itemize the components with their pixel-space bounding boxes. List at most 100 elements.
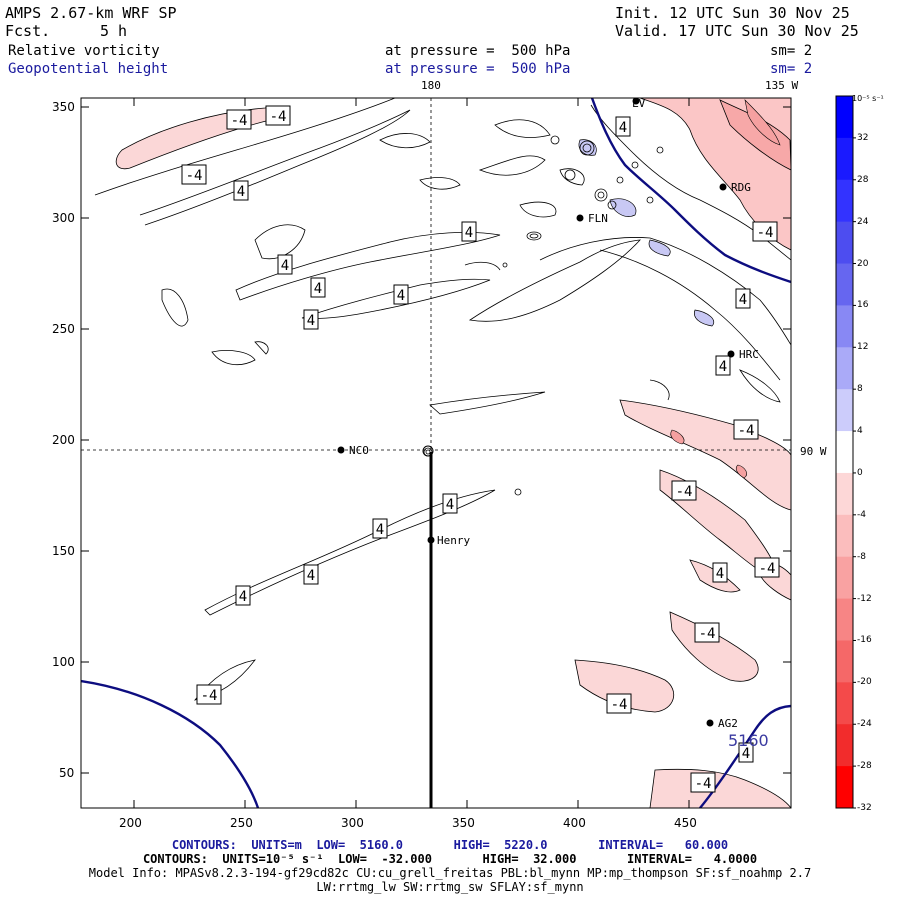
svg-text:Henry: Henry <box>437 534 470 547</box>
colorbar-label: -12 <box>857 593 872 604</box>
height-contour-label: 5160 <box>728 731 769 750</box>
colorbar-label: 4 <box>857 426 863 437</box>
contour-label-positive: 4 <box>461 221 477 242</box>
y-tick-150: 150 <box>52 544 75 558</box>
svg-text:4: 4 <box>239 589 247 605</box>
y-tick-350: 350 <box>52 100 75 114</box>
svg-text:4: 4 <box>397 288 405 304</box>
contour-label-positive: 4 <box>303 309 319 330</box>
field2-label: Geopotential height <box>8 61 169 77</box>
x-tick-350: 350 <box>452 816 475 830</box>
colorbar-swatch <box>836 514 853 558</box>
svg-text:-4: -4 <box>676 484 693 500</box>
contour-label-negative: -4 <box>226 109 252 130</box>
colorbar <box>835 95 856 809</box>
colorbar-swatch <box>836 96 853 139</box>
sm1-label: sm= 2 <box>770 43 813 59</box>
svg-text:4: 4 <box>281 258 289 274</box>
positive-vorticity-areas <box>578 139 715 327</box>
contour-label-negative: -4 <box>754 557 780 578</box>
svg-text:RDG: RDG <box>731 181 751 194</box>
contour-label-positive: 4 <box>393 284 409 305</box>
svg-text:-4: -4 <box>611 697 628 713</box>
svg-text:4: 4 <box>446 497 454 513</box>
x-tick-200: 200 <box>119 816 142 830</box>
colorbar-swatch <box>836 766 853 809</box>
footer-vorticity-contours: CONTOURS: UNITS=10⁻⁵ s⁻¹ LOW= -32.000 HI… <box>142 852 758 866</box>
station-henry: Henry <box>427 534 470 547</box>
colorbar-swatch <box>836 598 853 641</box>
svg-text:LV: LV <box>632 97 646 110</box>
contour-label-positive: 4 <box>303 564 319 585</box>
contour-label-negative: -4 <box>265 105 291 126</box>
origin-marker <box>422 445 434 457</box>
x-tick-250: 250 <box>230 816 253 830</box>
colorbar-swatch <box>836 221 853 265</box>
colorbar-swatch <box>836 179 853 223</box>
contour-label-positive: 4 <box>277 254 293 275</box>
pressure1-label: at pressure = 500 hPa <box>385 43 571 59</box>
svg-text:AG2: AG2 <box>718 717 738 730</box>
svg-text:-4: -4 <box>757 225 774 241</box>
positive-vorticity-contours <box>94 98 791 701</box>
contour-label-positive: 4 <box>735 288 751 309</box>
stations: NCO Henry FLN RDG HRC AG2 LV <box>337 97 759 730</box>
svg-text:4: 4 <box>237 184 245 200</box>
svg-text:4: 4 <box>376 522 384 538</box>
colorbar-swatch <box>836 305 853 348</box>
sm2-label: sm= 2 <box>770 61 813 77</box>
y-tick-300: 300 <box>52 211 75 225</box>
colorbar-label: -8 <box>857 551 866 562</box>
colorbar-label: 8 <box>857 384 863 395</box>
colorbar-units: 10⁻⁵ s⁻¹ <box>852 94 884 103</box>
colorbar-swatch <box>836 263 853 306</box>
svg-text:-4: -4 <box>201 688 218 704</box>
svg-text:-4: -4 <box>759 561 776 577</box>
x-tick-300: 300 <box>341 816 364 830</box>
colorbar-swatch <box>836 640 853 683</box>
svg-text:4: 4 <box>307 313 315 329</box>
contour-label-negative: -4 <box>690 772 716 793</box>
contour-labels: -4 -4 -4 4 4 4 4 4 4 4 -4 4 4 -4 -4 4 4 4 4 4 -4 -4 -4 -4 4 -4 516… <box>181 105 780 793</box>
colorbar-swatch <box>836 431 853 474</box>
colorbar-label: 32 <box>857 132 869 143</box>
contour-label-negative: -4 <box>752 221 778 242</box>
contour-label-positive: 4 <box>310 277 326 298</box>
convective-blobs <box>423 135 664 496</box>
forecast-value: 5 h <box>100 22 128 40</box>
svg-text:-4: -4 <box>695 776 712 792</box>
valid-time: Valid. 17 UTC Sun 30 Nov 25 <box>615 22 859 40</box>
colorbar-swatch <box>836 347 853 390</box>
svg-text:-4: -4 <box>738 423 755 439</box>
map-content <box>81 98 791 808</box>
contour-label-negative: -4 <box>694 622 720 643</box>
y-tick-50: 50 <box>59 766 75 780</box>
contour-label-negative: -4 <box>181 164 207 185</box>
colorbar-label: 20 <box>857 258 869 269</box>
svg-text:4: 4 <box>742 746 750 762</box>
colorbar-label: 0 <box>857 467 863 478</box>
colorbar-label: 12 <box>857 342 869 353</box>
station-nco: NCO <box>337 444 369 457</box>
y-tick-100: 100 <box>52 655 75 669</box>
pressure2-label: at pressure = 500 hPa <box>385 61 571 77</box>
svg-text:4: 4 <box>307 568 315 584</box>
contour-label-positive: 4 <box>738 742 754 763</box>
lon-180-label: 180 <box>421 79 441 92</box>
svg-text:4: 4 <box>739 292 747 308</box>
station-ag2: AG2 <box>706 717 738 730</box>
colorbar-swatch <box>836 682 853 725</box>
svg-text:4: 4 <box>719 359 727 375</box>
contour-label-positive: 4 <box>712 562 728 583</box>
contour-label-negative: -4 <box>606 693 632 714</box>
colorbar-swatch <box>836 137 853 181</box>
colorbar-swatch <box>836 556 853 600</box>
geopotential-height-contours <box>81 98 791 808</box>
contour-label-positive: 4 <box>715 355 731 376</box>
model-title: AMPS 2.67-km WRF SP <box>5 4 177 22</box>
x-tick-450: 450 <box>674 816 697 830</box>
station-lv: LV <box>632 97 646 110</box>
svg-text:HRC: HRC <box>739 348 759 361</box>
contour-label-positive: 4 <box>372 518 388 539</box>
